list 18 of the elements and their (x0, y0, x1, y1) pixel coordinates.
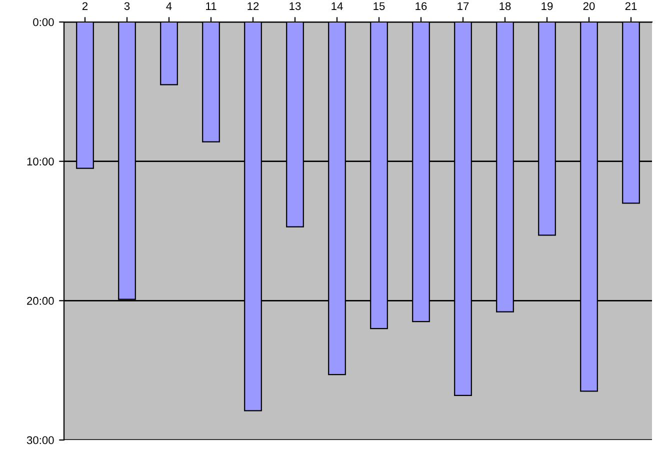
x-tick-label: 13 (290, 2, 301, 10)
x-tick-label: 14 (332, 2, 343, 10)
x-tick-label: 20 (583, 2, 595, 10)
x-tick-label: 15 (374, 2, 385, 10)
y-tick-label: 30:00 (26, 436, 54, 444)
x-tick-label: 21 (625, 2, 637, 10)
x-tick-label: 12 (248, 2, 259, 10)
y-tick-label: 20:00 (27, 296, 54, 305)
x-tick-label: 17 (458, 2, 469, 10)
y-tick-label: 10:00 (27, 158, 54, 166)
x-tick-label: 18 (500, 2, 511, 10)
x-tick-label: 3 (124, 2, 130, 10)
x-tick-label: 2 (82, 2, 88, 10)
x-tick-label: 4 (166, 2, 172, 10)
x-tick-label: 19 (542, 2, 553, 10)
x-tick-label: 16 (416, 2, 427, 10)
y-tick-label: 0:00 (33, 18, 54, 26)
x-tick-label: 11 (206, 2, 216, 10)
